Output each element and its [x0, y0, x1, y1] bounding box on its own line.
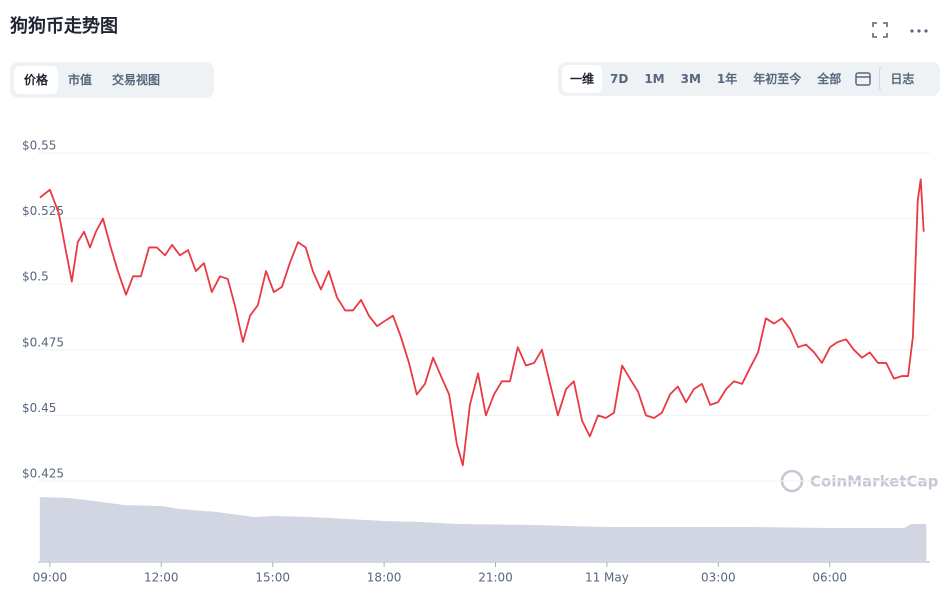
volume-area: [39, 497, 927, 562]
tab-button[interactable]: 价格: [14, 66, 59, 94]
x-tick-label: 15:00: [255, 571, 290, 585]
tab-group: 价格 市值 交易视图: [10, 62, 214, 98]
y-tick-label: $0.525: [22, 204, 64, 218]
more-icon[interactable]: [908, 20, 930, 40]
y-tick-label: $0.5: [22, 270, 49, 284]
range-button[interactable]: 7D: [610, 72, 629, 86]
fullscreen-icon[interactable]: [870, 20, 890, 40]
x-tick-label: 11 May: [585, 571, 629, 585]
range-button[interactable]: 1年: [716, 72, 738, 86]
page-title: 狗狗币走势图: [10, 16, 118, 37]
calendar-icon[interactable]: [849, 69, 879, 89]
range-button[interactable]: 3M: [680, 72, 701, 86]
x-tick-label: 12:00: [144, 571, 179, 585]
range-button[interactable]: 全部: [817, 72, 842, 86]
y-tick-label: $0.475: [22, 335, 64, 349]
y-tick-label: $0.425: [22, 467, 64, 481]
x-tick-label: 06:00: [812, 571, 847, 585]
range-button[interactable]: 1M: [644, 72, 665, 86]
price-line: [39, 178, 925, 467]
y-tick-label: $0.45: [22, 401, 56, 415]
range-group: 一维 7D 1M 3M 1年 年初至今 全部 日志: [558, 62, 940, 96]
range-button[interactable]: 年初至今: [753, 72, 802, 86]
x-tick-label: 03:00: [701, 571, 736, 585]
tab-button[interactable]: 市值: [68, 73, 93, 87]
x-tick-label: 18:00: [367, 571, 402, 585]
x-tick-label: 09:00: [33, 571, 68, 585]
tab-button[interactable]: 交易视图: [112, 73, 161, 87]
x-tick-label: 21:00: [478, 571, 513, 585]
range-button[interactable]: 一维: [562, 65, 603, 93]
y-tick-label: $0.55: [22, 139, 56, 153]
log-button[interactable]: 日志: [879, 65, 924, 93]
